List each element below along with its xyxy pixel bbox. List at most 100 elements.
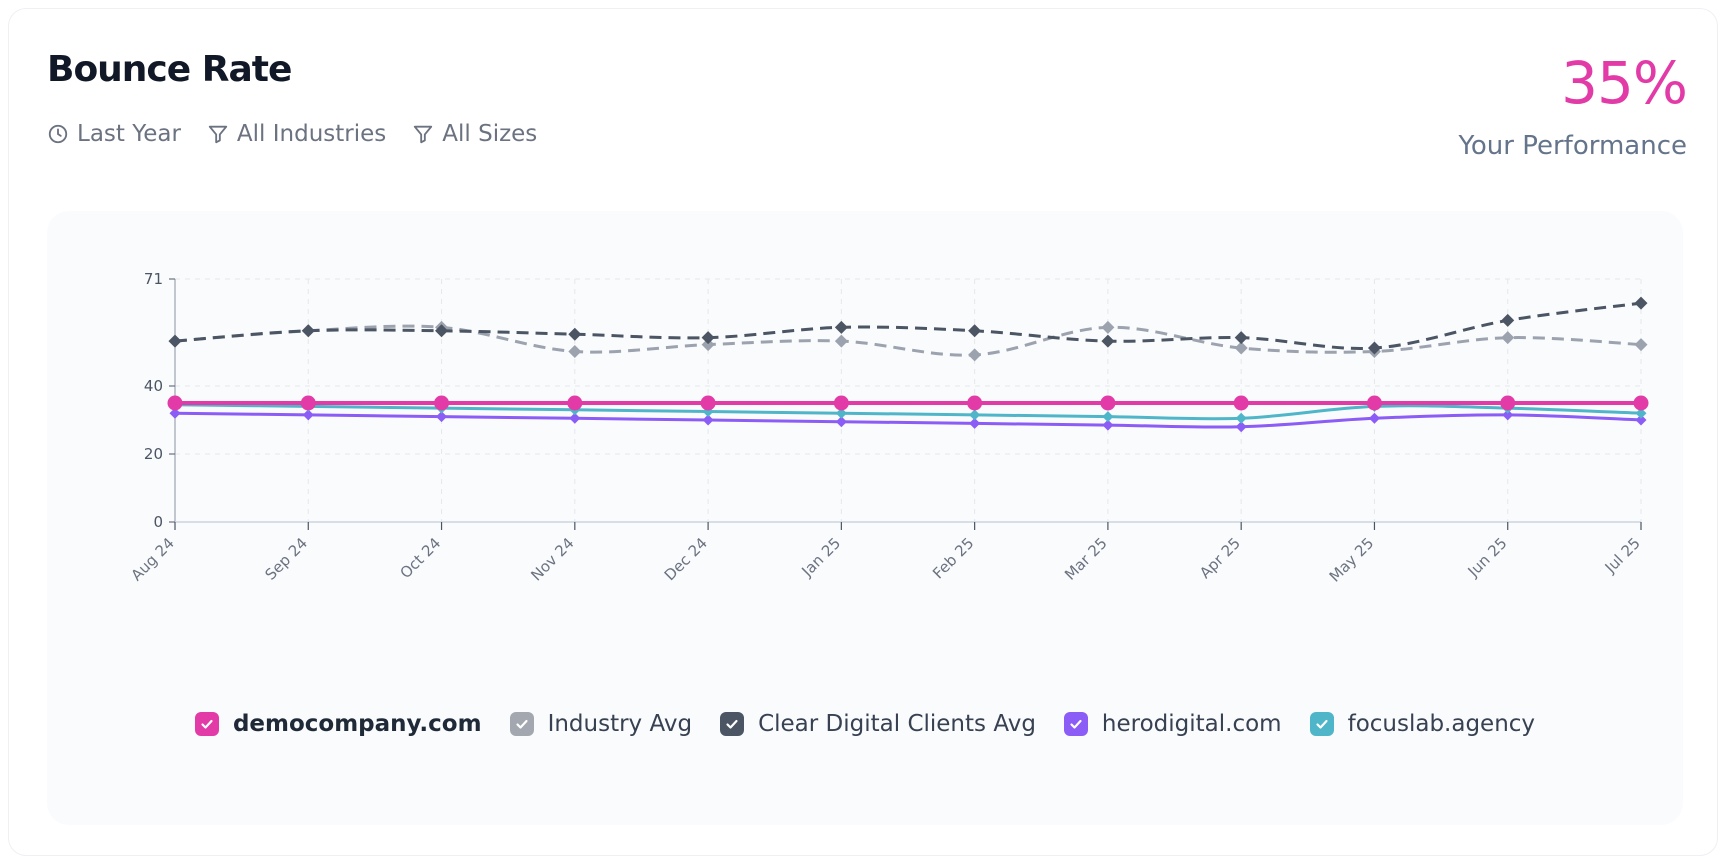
check-icon [1070, 719, 1082, 729]
performance-label: Your Performance [1458, 131, 1687, 161]
legend-item-clear-digital[interactable]: Clear Digital Clients Avg [720, 711, 1036, 737]
data-point [834, 320, 848, 334]
filter-sizes-label: All Sizes [442, 121, 538, 147]
x-tick-label: Aug 24 [128, 534, 178, 584]
data-point [1635, 414, 1647, 426]
y-tick-label: 0 [153, 513, 163, 531]
x-tick-label: Feb 25 [929, 534, 977, 582]
data-point [834, 334, 848, 348]
data-point [968, 348, 982, 362]
data-point [568, 327, 582, 341]
data-point [1233, 395, 1249, 411]
data-point [1367, 341, 1381, 355]
x-tick-label: Jan 25 [798, 534, 845, 581]
check-icon [201, 719, 213, 729]
series-line [174, 324, 1642, 357]
x-tick-label: Sep 24 [262, 534, 312, 584]
data-point [1234, 341, 1248, 355]
chart-panel: 0 20 40 71 Aug 24 Sep 24 Oct 24 Nov 24 Dec 24 Jan… [47, 211, 1683, 825]
legend-item-democompany[interactable]: democompany.com [194, 711, 482, 737]
legend-checkbox[interactable] [194, 712, 219, 736]
y-tick-label: 40 [144, 377, 163, 395]
data-point [1635, 407, 1647, 419]
x-tick-label: Dec 24 [661, 534, 711, 584]
y-tick-label: 71 [144, 270, 163, 288]
legend-label: democompany.com [232, 711, 482, 737]
data-point [969, 417, 981, 429]
data-point [1501, 331, 1515, 345]
data-point [436, 411, 448, 423]
data-point [969, 409, 981, 421]
data-point [302, 409, 314, 421]
legend-checkbox[interactable] [509, 712, 534, 736]
filter-industries[interactable]: All Industries [207, 121, 386, 147]
bounce-rate-line-chart: 0 20 40 71 Aug 24 Sep 24 Oct 24 Nov 24 Dec 24 Jan… [128, 270, 1649, 586]
data-point [1634, 338, 1648, 352]
legend-checkbox[interactable] [720, 712, 745, 736]
x-tick-label: Mar 25 [1061, 534, 1111, 584]
data-point [1500, 395, 1516, 411]
data-point [1235, 421, 1247, 433]
filter-time-range-label: Last Year [77, 121, 181, 147]
data-point [1101, 334, 1115, 348]
data-point [168, 334, 182, 348]
legend-label: focuslab.agency [1347, 711, 1536, 737]
chart-legend: democompany.com Industry Avg Clear Digit… [47, 711, 1683, 737]
check-icon [1315, 719, 1328, 729]
data-point [1634, 296, 1648, 310]
legend-label: Industry Avg [547, 711, 693, 737]
data-point [833, 395, 849, 411]
data-point [435, 324, 449, 338]
performance-value: 35% [1561, 49, 1688, 117]
legend-item-focuslab[interactable]: focuslab.agency [1309, 711, 1536, 737]
filter-icon [414, 125, 433, 144]
x-tick-label: Nov 24 [527, 534, 577, 584]
filter-time-range[interactable]: Last Year [47, 121, 181, 147]
data-point [1502, 409, 1514, 421]
data-point [835, 407, 847, 419]
y-tick-label: 20 [144, 445, 163, 463]
x-tick-label: Jul 25 [1601, 534, 1644, 577]
data-point [1100, 395, 1116, 411]
data-point [167, 395, 183, 411]
page-title: Bounce Rate [47, 49, 292, 90]
filter-sizes[interactable]: All Sizes [412, 121, 537, 147]
legend-checkbox[interactable] [1309, 712, 1334, 736]
data-point [1368, 412, 1380, 424]
data-point [702, 414, 714, 426]
check-icon [515, 719, 528, 729]
data-point [1102, 419, 1114, 431]
data-point [1633, 395, 1649, 411]
data-point [434, 395, 450, 411]
legend-checkbox[interactable] [1063, 712, 1088, 736]
x-tick-label: Oct 24 [396, 534, 444, 582]
bounce-rate-card: Bounce Rate Last Year All Industries All… [8, 8, 1718, 856]
data-point [568, 344, 582, 358]
legend-label: Clear Digital Clients Avg [758, 711, 1036, 737]
data-point [968, 324, 982, 338]
check-icon [726, 719, 738, 729]
data-point [1234, 331, 1248, 345]
data-point [1501, 313, 1515, 327]
data-point [701, 338, 715, 352]
data-point [300, 395, 316, 411]
data-point [569, 412, 581, 424]
legend-label: herodigital.com [1101, 711, 1282, 737]
data-point [1101, 320, 1115, 334]
legend-item-herodigital[interactable]: herodigital.com [1063, 711, 1282, 737]
filter-icon [208, 125, 228, 144]
series-line [174, 301, 1642, 350]
series-line [174, 403, 1642, 421]
data-point [1235, 412, 1247, 424]
filter-industries-label: All Industries [236, 121, 387, 147]
filter-bar: Last Year All Industries All Sizes [47, 121, 537, 147]
series-line [174, 411, 1642, 429]
data-point [835, 416, 847, 428]
legend-item-industry-avg[interactable]: Industry Avg [509, 711, 693, 737]
data-point [1102, 411, 1114, 423]
data-point [700, 395, 716, 411]
x-tick-label: May 25 [1326, 534, 1378, 586]
data-point [567, 395, 583, 411]
x-tick-label: Apr 25 [1196, 534, 1244, 582]
clock-icon [48, 124, 68, 144]
